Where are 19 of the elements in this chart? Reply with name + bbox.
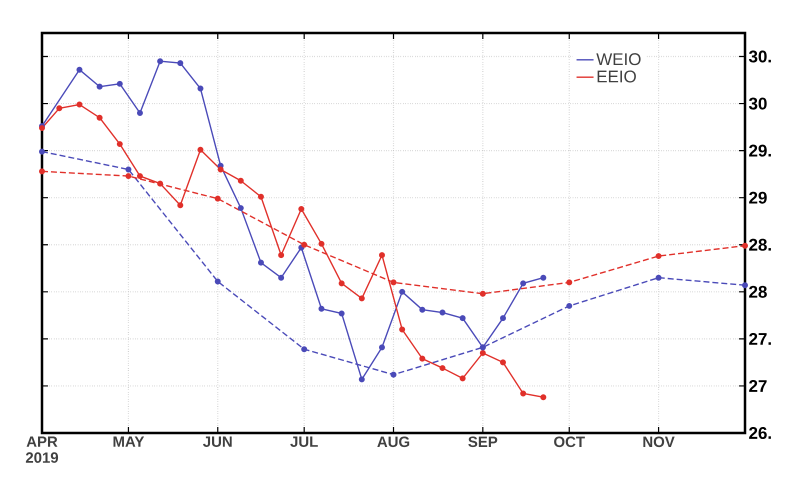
y-tick-label: 26. xyxy=(749,427,771,439)
x-tick-label: NOV xyxy=(643,436,675,448)
x-tick-label: AUG xyxy=(377,436,410,448)
y-tick-label: 30 xyxy=(748,98,767,110)
legend-label: EEIO xyxy=(598,70,636,82)
y-tick-label: 29 xyxy=(749,192,767,204)
x-tick-label: OCT xyxy=(554,436,585,448)
y-tick-label: 27 xyxy=(749,380,767,392)
x-tick-label: JUL xyxy=(290,436,318,447)
legend-label: WEIO xyxy=(596,53,641,66)
y-tick-label: 29. xyxy=(749,144,771,157)
x-tick-label: APR 2019 xyxy=(26,436,58,463)
y-tick-label: 28 xyxy=(749,286,767,298)
x-tick-label: JUN xyxy=(203,436,232,447)
x-tick-label: SEP xyxy=(468,436,498,448)
y-tick-label: 28. xyxy=(749,238,771,251)
y-tick-label: 27. xyxy=(749,332,771,345)
y-tick-label: 30. xyxy=(748,50,771,63)
x-tick-label: MAY xyxy=(114,436,144,447)
